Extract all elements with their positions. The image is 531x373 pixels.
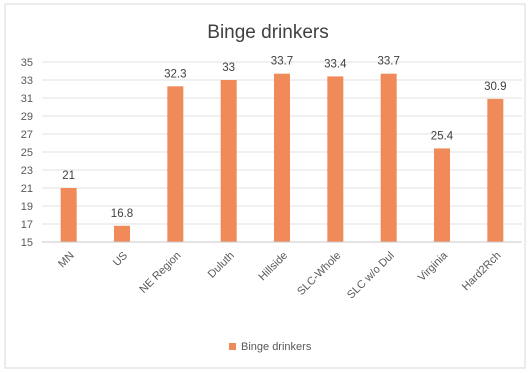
data-label: 30.9 [484, 81, 506, 93]
y-tick-label: 35 [21, 57, 33, 69]
legend: Binge drinkers [229, 341, 312, 353]
data-labels: 21 16.8 32.3 33 33.7 33.4 33.7 25.4 30.9 [62, 56, 506, 220]
data-label: 33.7 [377, 56, 399, 68]
y-tick-label: 31 [21, 93, 33, 105]
data-label: 33.4 [324, 58, 347, 70]
bar [60, 188, 77, 242]
bar [114, 225, 130, 242]
y-tick-label: 25 [21, 147, 33, 159]
data-label: 21 [62, 170, 75, 182]
data-label: 33 [222, 62, 235, 74]
legend-label: Binge drinkers [241, 341, 312, 353]
bar [487, 98, 504, 243]
bar [167, 86, 184, 242]
chart-title: Binge drinkers [207, 22, 328, 43]
data-label: 25.4 [431, 130, 454, 142]
data-label: 32.3 [164, 68, 186, 80]
bar [434, 148, 450, 242]
y-tick-label: 23 [21, 165, 33, 177]
y-tick-label: 27 [21, 129, 33, 141]
bar [327, 76, 344, 243]
bars [60, 73, 504, 243]
y-axis-tick-labels: 15 17 19 21 23 25 27 29 31 33 35 [21, 57, 33, 249]
legend-swatch [229, 343, 236, 350]
bar [380, 73, 397, 242]
y-tick-label: 33 [21, 75, 33, 87]
y-tick-label: 21 [21, 183, 33, 195]
data-label: 33.7 [271, 56, 293, 68]
bar [220, 80, 237, 242]
bar [274, 73, 290, 242]
y-tick-label: 29 [21, 111, 33, 123]
data-label: 16.8 [111, 208, 133, 220]
y-tick-label: 15 [21, 237, 33, 249]
y-tick-label: 19 [21, 201, 33, 213]
y-tick-label: 17 [21, 219, 33, 231]
